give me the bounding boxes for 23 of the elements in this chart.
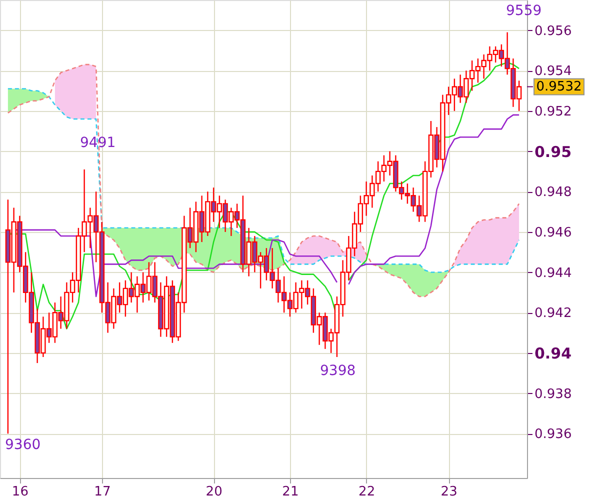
x-tick-label: 17 [94, 484, 111, 497]
x-tick-label: 16 [12, 484, 28, 497]
text: 0.9532 [536, 80, 582, 95]
y-tick-label: 0.956 [534, 24, 572, 39]
annotation: 9559 [506, 3, 542, 19]
y-tick-label: 0.942 [534, 306, 572, 322]
y-tick-label: 0.952 [534, 104, 572, 120]
y-tick-label: 0.95 [534, 142, 572, 161]
y-tick-label: 0.936 [534, 427, 572, 442]
x-tick-label: 20 [206, 484, 222, 497]
annotation: 9360 [5, 437, 41, 453]
annotation: 9398 [320, 363, 356, 379]
y-tick-label: 0.946 [534, 225, 572, 240]
line-series [7, 88, 520, 273]
x-tick-label: 22 [358, 484, 376, 497]
y-tick-label: 0.948 [534, 185, 572, 200]
x-tick-label: 21 [282, 484, 299, 497]
y-tick-label: 0.94 [534, 344, 572, 362]
y-tick-label: 0.944 [534, 266, 572, 281]
y-tick-label: 0.954 [534, 64, 572, 80]
x-tick-label: 23 [440, 484, 458, 497]
annotation: 9491 [80, 135, 116, 151]
y-tick-label: 0.938 [534, 386, 572, 402]
